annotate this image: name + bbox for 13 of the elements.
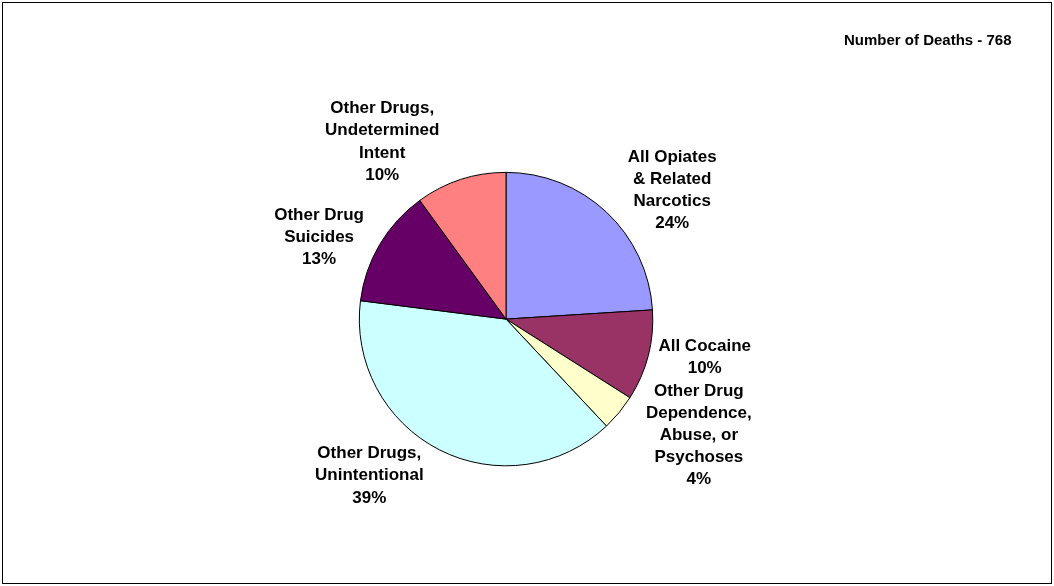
slice-label: All Cocaine [658,336,752,356]
slice-label: Other Drugs, Unintentional [315,443,424,485]
data-label: 10% [365,164,400,184]
data-label: 24% [655,213,690,233]
data-label: 10% [687,358,722,378]
slice-label: Other Drugs, Undetermined Intent [325,98,440,162]
data-label: 13% [302,248,337,268]
slice-label: Other Drug Dependence, Abuse, or Psychoses [645,380,752,467]
slice-label: All Opiates & Related Narcotics [627,146,717,211]
data-label: 39% [352,487,387,507]
text: Number of Deaths - 768 [844,31,1012,48]
slice-label: Other Drug Suicides [274,204,364,246]
data-label: 4% [686,469,712,489]
